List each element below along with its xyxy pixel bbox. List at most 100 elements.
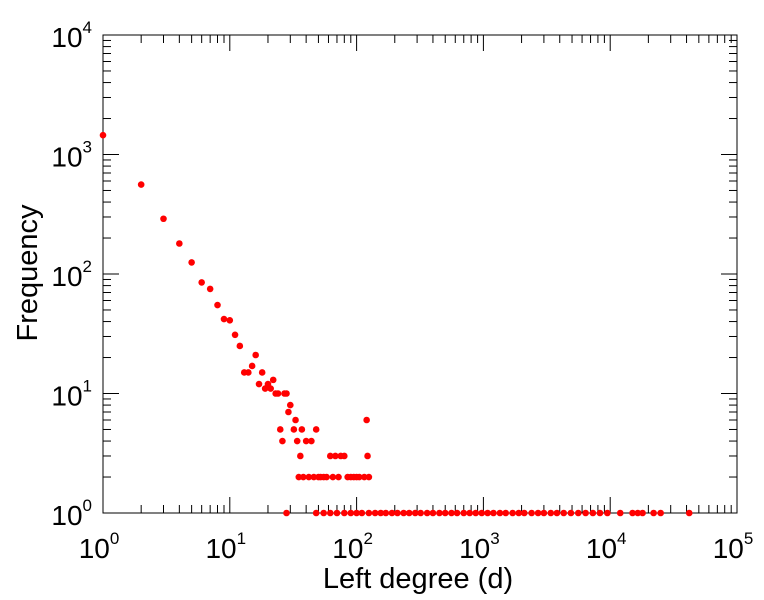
- data-point: [371, 509, 379, 517]
- data-point: [478, 509, 486, 517]
- data-point: [320, 509, 327, 517]
- data-point: [326, 452, 334, 460]
- data-point: [312, 426, 320, 433]
- data-point: [400, 509, 407, 517]
- data-point: [276, 426, 284, 433]
- data-point: [188, 259, 195, 266]
- data-point: [305, 473, 313, 481]
- data-point: [460, 509, 468, 517]
- data-point: [520, 509, 528, 517]
- x-tick-label: 102: [332, 529, 373, 564]
- data-point: [300, 473, 307, 481]
- data-point: [388, 509, 396, 517]
- data-point: [323, 473, 330, 481]
- data-points: [99, 131, 693, 517]
- x-tick-label: 105: [713, 529, 754, 564]
- data-point: [604, 509, 611, 517]
- data-point: [326, 509, 334, 517]
- data-point: [226, 316, 234, 324]
- data-point: [364, 452, 371, 460]
- data-point: [394, 509, 401, 517]
- y-tick-label: 101: [51, 377, 92, 412]
- data-point: [329, 473, 337, 481]
- data-point: [160, 215, 167, 223]
- data-point: [360, 473, 368, 481]
- data-point: [267, 385, 274, 392]
- data-point: [353, 509, 360, 517]
- data-point: [333, 509, 341, 517]
- data-point: [423, 509, 431, 517]
- data-point: [99, 131, 107, 139]
- data-point: [236, 342, 244, 350]
- data-point: [295, 473, 303, 481]
- data-point: [429, 509, 437, 517]
- data-point: [255, 380, 263, 388]
- data-point: [436, 509, 443, 517]
- data-point: [574, 509, 582, 517]
- x-tick-label: 104: [586, 529, 627, 564]
- y-tick-label: 104: [51, 18, 92, 53]
- data-point: [341, 452, 348, 460]
- data-point: [206, 285, 214, 293]
- data-point: [283, 509, 290, 517]
- data-point: [484, 509, 491, 517]
- data-point: [472, 509, 480, 517]
- data-point: [453, 509, 461, 517]
- data-point: [509, 509, 516, 517]
- x-tick-label: 100: [79, 529, 120, 564]
- data-point: [214, 301, 221, 309]
- data-point: [302, 437, 310, 445]
- data-point: [515, 509, 523, 517]
- data-point: [198, 279, 205, 286]
- data-point: [290, 426, 298, 433]
- data-point: [496, 509, 504, 517]
- data-point: [441, 509, 449, 517]
- y-axis-label: Frequency: [12, 204, 44, 342]
- data-point: [560, 509, 568, 517]
- data-point: [269, 376, 277, 384]
- y-tick-label: 102: [51, 257, 92, 292]
- data-point: [534, 509, 542, 517]
- data-point: [382, 509, 390, 517]
- data-point: [252, 351, 259, 359]
- data-point: [547, 509, 555, 517]
- data-point: [283, 390, 290, 397]
- data-point: [685, 509, 693, 517]
- data-point: [363, 416, 370, 424]
- data-point: [341, 509, 348, 517]
- data-point: [347, 509, 355, 517]
- y-tick-label: 100: [51, 496, 92, 531]
- data-point: [365, 473, 373, 481]
- data-point: [248, 362, 256, 370]
- data-point: [355, 473, 363, 481]
- data-point: [137, 181, 145, 188]
- data-point: [639, 509, 646, 517]
- data-point: [629, 509, 636, 517]
- plot-frame: [102, 34, 738, 514]
- data-point: [540, 509, 548, 517]
- data-point: [377, 509, 385, 517]
- data-point: [417, 509, 424, 517]
- data-point: [365, 509, 373, 517]
- data-point: [582, 509, 589, 517]
- x-tick-label: 101: [205, 529, 246, 564]
- data-point: [298, 426, 306, 433]
- data-point: [285, 408, 292, 416]
- data-point: [312, 509, 320, 517]
- y-tick-label: 103: [51, 138, 92, 173]
- data-point: [335, 473, 342, 481]
- tick-labels: 100 101 102 103 104 105 100 101 102 103 104: [51, 18, 753, 564]
- data-point: [448, 509, 455, 517]
- data-point: [528, 509, 535, 517]
- data-point: [553, 509, 561, 517]
- data-point: [616, 509, 624, 517]
- axis-ticks: [102, 34, 738, 514]
- data-point: [634, 509, 642, 517]
- data-point: [567, 509, 575, 517]
- data-point: [502, 509, 510, 517]
- data-point: [292, 416, 299, 424]
- data-point: [274, 390, 282, 397]
- data-point: [596, 509, 604, 517]
- data-point: [297, 452, 304, 460]
